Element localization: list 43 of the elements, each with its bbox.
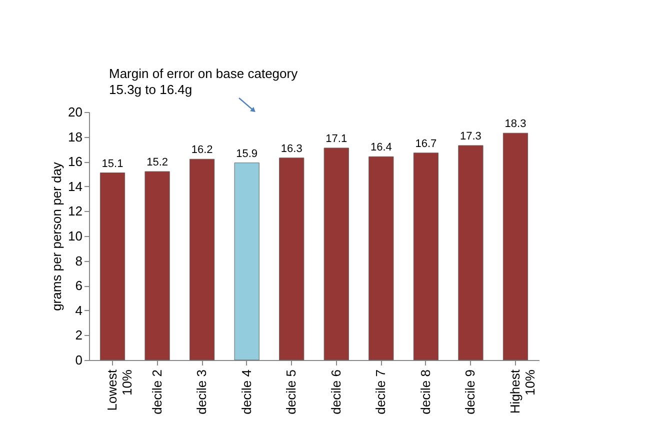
bar — [413, 152, 439, 360]
x-tick-label: decile 7 — [373, 370, 388, 414]
x-tick-label: decile 5 — [284, 370, 299, 414]
y-tick-label: 6 — [75, 278, 82, 294]
bar — [189, 158, 215, 360]
text: Margin of error on base category 15.3g to 16.4g — [109, 66, 298, 97]
y-tick-label: 8 — [75, 253, 82, 268]
x-tick-label: decile 6 — [328, 370, 344, 414]
y-tick-label: 20 — [68, 104, 82, 120]
y-tick-label: 18 — [68, 129, 82, 144]
bar — [502, 132, 528, 360]
bar — [100, 172, 126, 360]
y-tick-label: 4 — [75, 302, 82, 318]
bar — [324, 148, 349, 360]
data-label: 15.1 — [102, 158, 124, 170]
bar — [279, 158, 304, 360]
y-tick-label: 2 — [75, 328, 82, 343]
data-label: 16.2 — [191, 144, 213, 156]
x-tick-label: decile 3 — [194, 370, 210, 414]
data-label: 15.2 — [146, 156, 168, 169]
bar — [234, 162, 260, 360]
data-label: 16.4 — [370, 142, 392, 154]
x-tick-label: decile 9 — [462, 370, 478, 414]
bar — [458, 145, 484, 360]
data-label: 16.3 — [280, 142, 302, 155]
data-label: 18.3 — [504, 118, 526, 130]
data-label: 17.3 — [460, 130, 482, 142]
bar — [144, 171, 170, 360]
y-axis-title: grams per person per day — [49, 162, 64, 311]
data-label: 15.9 — [236, 148, 258, 160]
x-tick-label: decile 8 — [418, 370, 433, 414]
y-tick-label: 12 — [68, 204, 82, 219]
bar — [368, 156, 394, 360]
x-tick-label: Highest 10% — [507, 369, 538, 414]
x-tick-label: decile 2 — [149, 370, 164, 414]
y-tick-label: 14 — [68, 178, 82, 194]
x-tick-label: decile 4 — [238, 370, 254, 414]
y-tick-label: 16 — [68, 154, 82, 170]
data-label: 16.7 — [415, 138, 437, 150]
data-label: 17.1 — [326, 132, 348, 145]
x-tick-label: Lowest 10% — [104, 369, 135, 411]
y-tick-label: 10 — [68, 228, 82, 244]
y-tick-label: 0 — [75, 352, 82, 368]
